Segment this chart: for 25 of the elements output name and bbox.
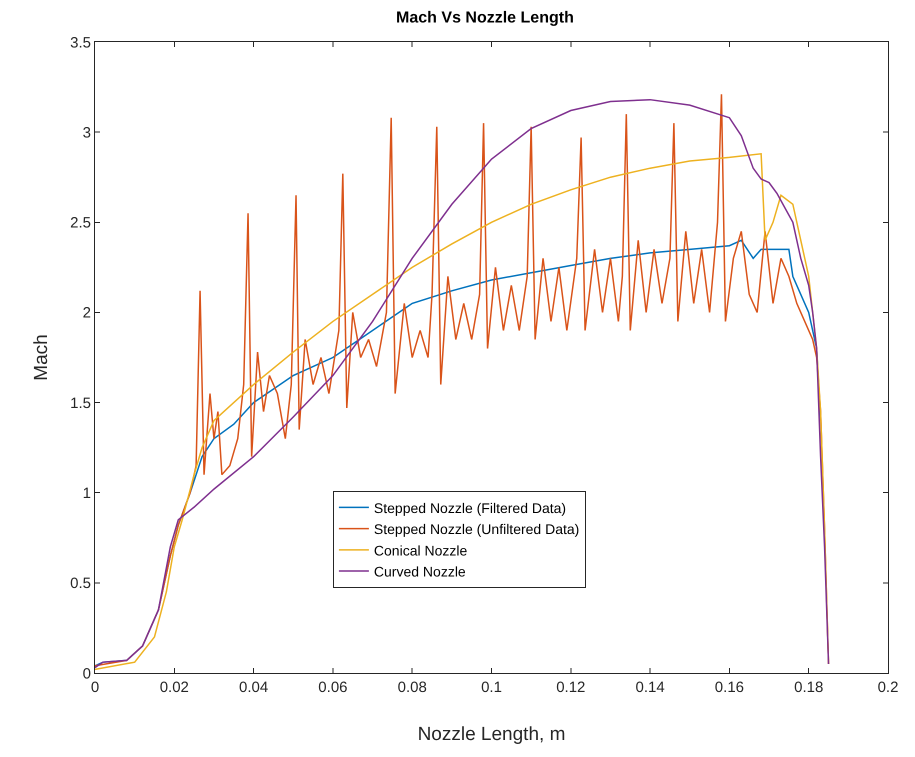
x-tick-label: 0.06 [318,679,348,696]
y-tick-label: 0.5 [70,575,91,592]
legend-label: Stepped Nozzle (Unfiltered Data) [374,521,580,538]
y-tick-label: 1.5 [70,394,91,412]
y-tick-label: 1 [82,484,91,502]
y-tick-label: 2.5 [70,214,91,232]
x-tick-label: 0.1 [481,679,502,696]
legend-label: Conical Nozzle [374,542,468,558]
x-tick-label: 0.12 [556,679,586,696]
y-axis-title: Mach [31,334,52,381]
x-tick-label: 0.16 [714,679,744,696]
x-tick-label: 0.04 [239,679,268,696]
x-axis-title: Nozzle Length, m [418,724,566,745]
x-tick-label: 0.2 [878,679,898,696]
legend-label: Stepped Nozzle (Filtered Data) [374,500,566,516]
y-tick-label: 2 [82,304,91,322]
x-tick-label: 0.02 [160,679,189,696]
y-tick-label: 3.5 [70,34,91,52]
legend-label: Curved Nozzle [374,563,466,580]
x-tick-label: 0.14 [636,679,665,696]
y-tick-label: 3 [82,124,91,142]
x-tick-label: 0.18 [794,679,824,696]
x-tick-label: 0.08 [398,679,427,696]
y-tick-label: 0 [82,665,91,682]
chart-title: Mach Vs Nozzle Length [396,10,574,27]
